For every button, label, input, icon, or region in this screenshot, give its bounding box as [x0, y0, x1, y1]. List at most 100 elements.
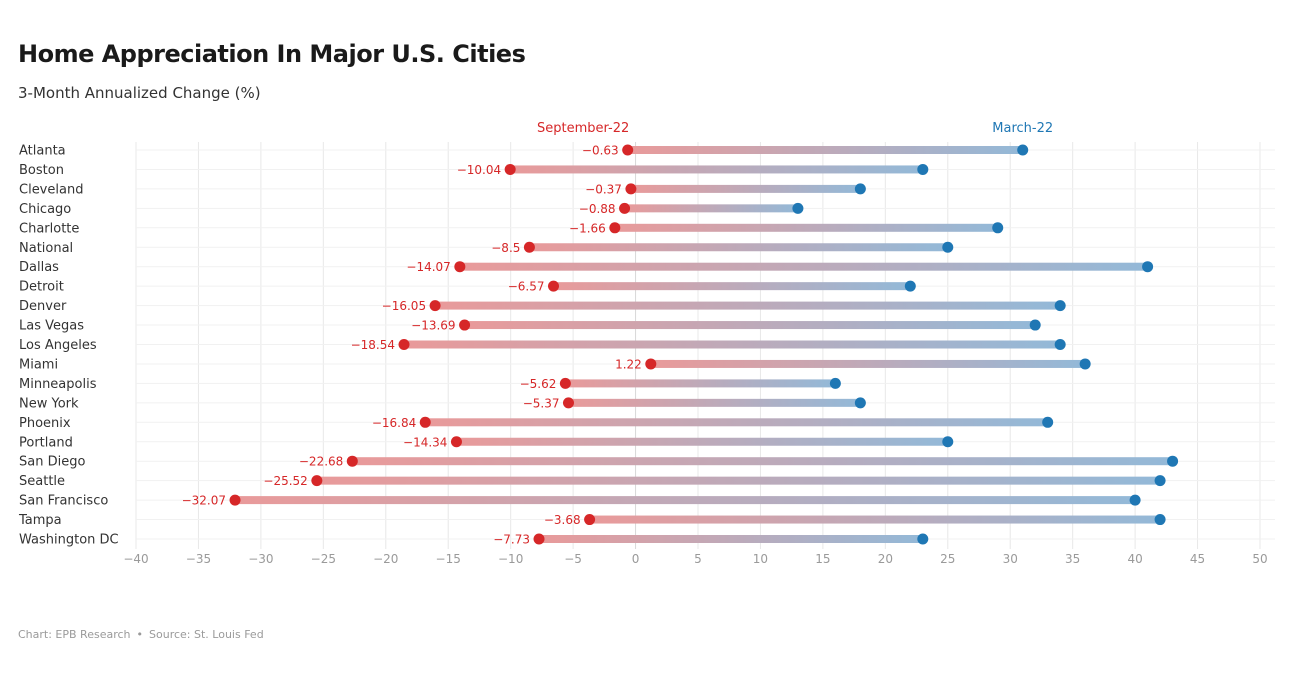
- city-label: Los Angeles: [19, 338, 97, 353]
- march-22-point: [792, 202, 804, 214]
- x-tick-label: 30: [1003, 552, 1018, 566]
- september-22-point: [429, 300, 441, 312]
- september-22-point: [562, 397, 574, 409]
- dumbbell-bar-fill: [627, 146, 1023, 154]
- september-22-point: [346, 455, 358, 467]
- september-22-point: [450, 436, 462, 448]
- city-label: Portland: [19, 435, 73, 450]
- city-label: San Francisco: [19, 494, 108, 509]
- city-label: Minneapolis: [19, 377, 97, 392]
- march-22-point: [854, 397, 866, 409]
- x-tick-label: −10: [498, 552, 523, 566]
- march-22-point: [1054, 300, 1066, 312]
- september-22-value-label: −16.05: [382, 299, 426, 313]
- city-label: Phoenix: [19, 416, 71, 431]
- september-22-value-label: −5.37: [523, 396, 560, 410]
- legend-september-22: September-22: [537, 121, 629, 136]
- september-22-point: [229, 494, 241, 506]
- chart-credit: Chart: EPB Research: [18, 628, 131, 641]
- march-22-point: [917, 163, 929, 175]
- x-tick-label: 25: [940, 552, 955, 566]
- september-22-value-label: −0.88: [579, 202, 616, 216]
- city-label: Detroit: [19, 280, 64, 295]
- city-label: Chicago: [19, 202, 71, 217]
- september-22-point: [504, 163, 516, 175]
- dumbbell-bar-fill: [352, 457, 1173, 466]
- september-22-point: [548, 280, 560, 292]
- dumbbell-bar-fill: [459, 262, 1148, 271]
- september-22-point: [419, 416, 431, 428]
- x-tick-label: −40: [123, 552, 148, 566]
- x-tick-label: 20: [878, 552, 893, 566]
- march-22-point: [829, 377, 841, 389]
- september-22-value-label: −0.37: [585, 182, 622, 196]
- march-22-point: [1154, 514, 1166, 526]
- footer-separator: •: [136, 628, 144, 641]
- x-tick-label: 35: [1065, 552, 1080, 566]
- september-22-value-label: −13.69: [411, 319, 455, 333]
- x-tick-label: −30: [248, 552, 273, 566]
- city-label: Las Vegas: [19, 319, 84, 334]
- chart-title: Home Appreciation In Major U.S. Cities: [18, 40, 526, 68]
- september-22-point: [625, 183, 637, 195]
- city-label: Dallas: [19, 260, 59, 275]
- city-label: National: [19, 241, 73, 256]
- september-22-value-label: −16.84: [372, 416, 416, 430]
- dumbbell-bar-fill: [510, 165, 923, 174]
- march-22-point: [1142, 261, 1154, 273]
- march-22-point: [917, 533, 929, 545]
- city-label: Seattle: [19, 474, 65, 489]
- dumbbell-bar-fill: [316, 476, 1161, 485]
- x-tick-label: 40: [1127, 552, 1142, 566]
- dumbbell-bar-fill: [435, 301, 1061, 310]
- x-tick-label: 5: [694, 552, 702, 566]
- september-22-point: [609, 222, 621, 234]
- x-tick-label: −20: [373, 552, 398, 566]
- city-label: Miami: [19, 357, 58, 372]
- x-tick-label: 45: [1190, 552, 1205, 566]
- city-label: Denver: [19, 299, 67, 314]
- september-22-point: [459, 319, 471, 331]
- march-22-point: [1079, 358, 1091, 370]
- dumbbell-bar-fill: [624, 204, 798, 213]
- dumbbell-bar-fill: [630, 184, 861, 193]
- september-22-point: [619, 202, 631, 214]
- x-tick-label: 15: [815, 552, 830, 566]
- dumbbell-bar-fill: [589, 515, 1161, 524]
- march-22-point: [1017, 144, 1029, 156]
- dumbbell-bar-fill: [456, 437, 948, 446]
- x-tick-label: −35: [186, 552, 211, 566]
- dumbbell-bar-fill: [235, 496, 1136, 505]
- september-22-point: [622, 144, 634, 156]
- x-tick-label: 10: [753, 552, 768, 566]
- dumbbell-bar-fill: [529, 243, 948, 252]
- march-22-point: [854, 183, 866, 195]
- march-22-point: [904, 280, 916, 292]
- city-label: Cleveland: [19, 182, 83, 197]
- september-22-value-label: −0.63: [582, 144, 619, 158]
- city-label: New York: [19, 396, 79, 411]
- march-22-point: [1054, 339, 1066, 350]
- dumbbell-bar-fill: [614, 223, 998, 232]
- city-label: Tampa: [18, 513, 62, 528]
- city-label: San Diego: [19, 455, 85, 470]
- march-22-point: [942, 241, 954, 253]
- september-22-point: [454, 261, 466, 273]
- city-label: Charlotte: [19, 221, 79, 236]
- september-22-value-label: −10.04: [457, 163, 501, 177]
- city-label: Atlanta: [19, 144, 66, 159]
- september-22-point: [584, 514, 596, 526]
- march-22-point: [1167, 455, 1179, 467]
- march-22-point: [1029, 319, 1041, 331]
- september-22-value-label: −14.07: [406, 260, 450, 274]
- legend: September-22 March-22: [537, 121, 1053, 136]
- september-22-value-label: −22.68: [299, 455, 343, 469]
- legend-march-22: March-22: [992, 121, 1053, 136]
- dumbbell-bar-fill: [425, 418, 1048, 427]
- source-credit: Source: St. Louis Fed: [149, 628, 264, 641]
- dumbbell-bar-fill: [650, 359, 1086, 368]
- september-22-point: [523, 241, 535, 253]
- march-22-point: [942, 436, 954, 448]
- x-tick-label: 50: [1252, 552, 1267, 566]
- september-22-value-label: −25.52: [263, 474, 307, 488]
